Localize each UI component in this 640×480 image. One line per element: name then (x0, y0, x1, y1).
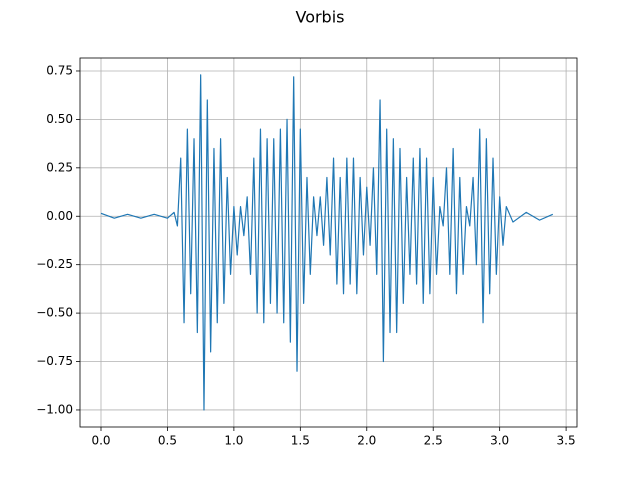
waveform-line (100, 74, 554, 411)
chart-title: Vorbis (295, 8, 344, 27)
y-tick-label: 0.50 (46, 112, 73, 126)
x-tick-label: 3.5 (557, 434, 576, 448)
y-tick-label: 0.25 (46, 160, 73, 174)
x-tick-label: 1.0 (224, 434, 243, 448)
x-tick-label: 1.5 (291, 434, 310, 448)
x-tick-label: 2.5 (424, 434, 443, 448)
x-tick-label: 3.0 (490, 434, 509, 448)
x-tick-label: 0.5 (158, 434, 177, 448)
x-tick-label: 0.0 (91, 434, 110, 448)
y-tick-label: −0.25 (36, 257, 73, 271)
y-tick-label: 0.75 (46, 63, 73, 77)
x-tick-label: 2.0 (357, 434, 376, 448)
axes-frame (79, 57, 578, 428)
y-tick-label: −0.75 (36, 354, 73, 368)
y-tick-label: −1.00 (36, 402, 73, 416)
y-tick-label: 0.00 (46, 209, 73, 223)
y-tick-label: −0.50 (36, 306, 73, 320)
